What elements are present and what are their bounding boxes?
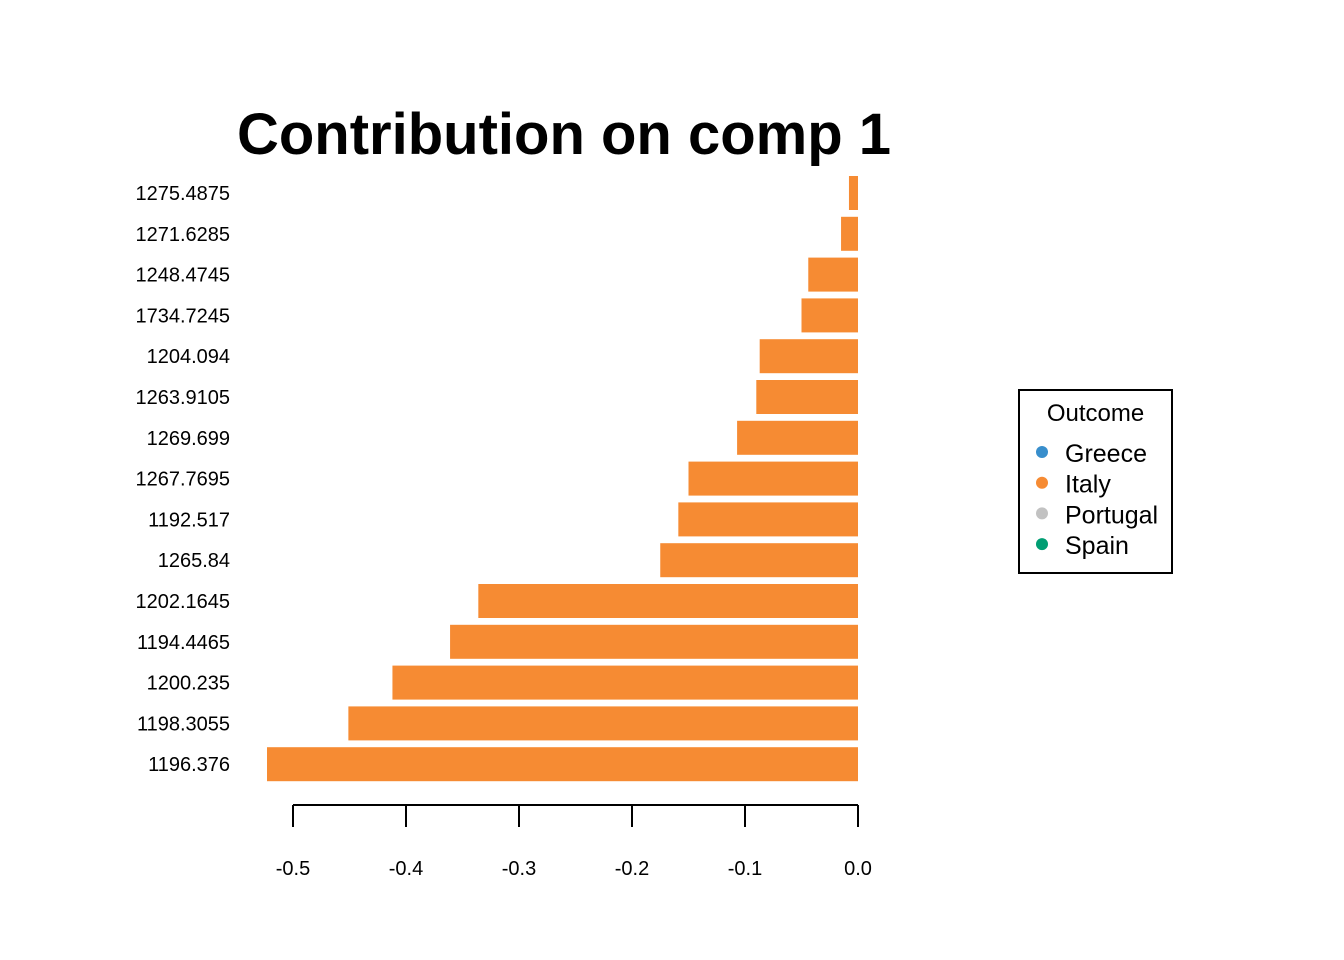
legend-label-portugal: Portugal — [1065, 501, 1158, 529]
category-labels: 1275.4875 1271.6285 1248.4745 1734.7245 1204… — [135, 183, 230, 776]
category-label: 1204.094 — [147, 346, 230, 368]
bar-1248.4745 — [808, 257, 858, 292]
category-label: 1202.1645 — [135, 591, 230, 613]
category-label: 1196.376 — [148, 754, 230, 776]
category-label: 1267.7695 — [135, 469, 230, 491]
bar-1194.4465 — [450, 624, 858, 659]
legend-marker-greece — [1036, 446, 1048, 458]
chart-title: Contribution on comp 1 — [237, 102, 891, 167]
legend-label-italy: Italy — [1065, 471, 1111, 499]
legend-marker-spain — [1036, 538, 1048, 551]
x-axis: -0.5 -0.4 -0.3 -0.2 -0.1 0.0 — [276, 804, 872, 880]
bar-1263.9105 — [756, 380, 858, 414]
legend-marker-italy — [1036, 476, 1048, 489]
bar-1198.3055 — [348, 706, 858, 741]
category-label: 1248.4745 — [135, 265, 230, 287]
legend-label-spain: Spain — [1065, 532, 1129, 560]
x-tick-label: -0.3 — [502, 858, 536, 880]
legend-label-greece: Greece — [1065, 440, 1147, 468]
x-tick-label: -0.1 — [728, 858, 762, 880]
bar-1200.235 — [392, 665, 858, 700]
category-label: 1275.4875 — [135, 183, 230, 205]
bar-1192.517 — [678, 502, 858, 537]
category-label: 1263.9105 — [135, 387, 230, 409]
category-label: 1192.517 — [148, 509, 230, 531]
bar-1267.7695 — [688, 461, 858, 496]
category-label: 1200.235 — [147, 673, 230, 695]
bar-1271.6285 — [841, 216, 858, 251]
bar-1196.376 — [267, 747, 858, 782]
bar-1265.84 — [660, 543, 858, 578]
category-label: 1198.3055 — [137, 713, 230, 735]
category-label: 1271.6285 — [135, 224, 230, 246]
category-label: 1734.7245 — [135, 305, 230, 327]
legend-marker-portugal — [1036, 507, 1048, 520]
x-tick-label: -0.4 — [389, 858, 423, 880]
bar-1269.699 — [737, 420, 858, 455]
bar-1275.4875 — [848, 176, 858, 210]
category-label: 1269.699 — [147, 428, 230, 450]
x-tick-label: -0.2 — [615, 858, 649, 880]
x-tick-label: 0.0 — [844, 858, 872, 880]
bar-1202.1645 — [478, 584, 858, 618]
category-label: 1265.84 — [158, 550, 230, 572]
bar-1204.094 — [759, 339, 858, 374]
category-label: 1194.4465 — [137, 632, 230, 654]
bar-1734.7245 — [801, 298, 858, 333]
x-tick-label: -0.5 — [276, 858, 310, 880]
bar-group — [267, 176, 858, 782]
legend-title: Outcome — [1047, 400, 1144, 427]
